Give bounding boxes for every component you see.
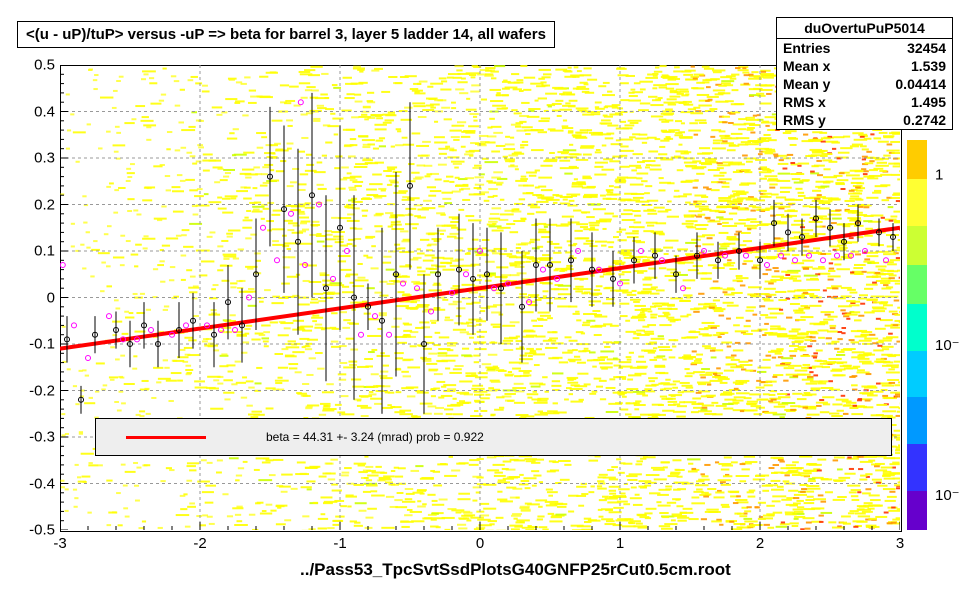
stats-label: Entries: [783, 40, 830, 56]
z-tick-label: 1: [935, 167, 943, 184]
y-tick-label: 0.3: [34, 150, 55, 167]
stats-value: 0.04414: [895, 76, 946, 92]
x-tick-label: -3: [53, 535, 66, 552]
y-tick-label: 0: [47, 289, 55, 306]
legend-line: [126, 436, 206, 439]
z-tick-label: 10⁻: [935, 486, 960, 504]
y-tick-label: 0.1: [34, 243, 55, 260]
z-tick-label: 10⁻: [935, 336, 960, 354]
y-tick-label: -0.1: [29, 336, 55, 353]
chart-title: <(u - uP)/tuP> versus -uP => beta for ba…: [17, 21, 555, 48]
legend-box: beta = 44.31 +- 3.24 (mrad) prob = 0.922: [95, 418, 892, 456]
x-tick-label: 0: [476, 535, 484, 552]
stats-row: Mean x 1.539: [777, 57, 952, 75]
stats-box: duOvertuPuP5014 Entries32454Mean x1.539M…: [776, 17, 953, 130]
y-tick-label: 0.2: [34, 196, 55, 213]
plot-svg: [60, 65, 900, 530]
stats-value: 1.539: [911, 58, 946, 74]
x-tick-label: -2: [193, 535, 206, 552]
stats-value: 1.495: [911, 94, 946, 110]
colorbar: [907, 140, 927, 530]
stats-value: 0.2742: [903, 112, 946, 128]
stats-row: RMS x 1.495: [777, 93, 952, 111]
y-tick-label: -0.3: [29, 429, 55, 446]
stats-row: RMS y 0.2742: [777, 111, 952, 129]
y-tick-label: -0.4: [29, 475, 55, 492]
stats-name: duOvertuPuP5014: [777, 18, 952, 39]
x-tick-label: 1: [616, 535, 624, 552]
x-tick-label: -1: [333, 535, 346, 552]
y-tick-label: -0.2: [29, 382, 55, 399]
chart-container: <(u - uP)/tuP> versus -uP => beta for ba…: [0, 0, 963, 590]
y-tick-label: 0.4: [34, 103, 55, 120]
stats-label: Mean x: [783, 58, 830, 74]
stats-label: Mean y: [783, 76, 830, 92]
stats-row: Mean y 0.04414: [777, 75, 952, 93]
y-tick-label: 0.5: [34, 57, 55, 74]
x-tick-label: 2: [756, 535, 764, 552]
stats-row: Entries 32454: [777, 39, 952, 57]
stats-value: 32454: [907, 40, 946, 56]
stats-label: RMS y: [783, 112, 826, 128]
legend-text: beta = 44.31 +- 3.24 (mrad) prob = 0.922: [266, 430, 484, 444]
x-tick-label: 3: [896, 535, 904, 552]
file-label: ../Pass53_TpcSvtSsdPlotsG40GNFP25rCut0.5…: [300, 560, 731, 580]
y-tick-label: -0.5: [29, 522, 55, 539]
stats-label: RMS x: [783, 94, 826, 110]
